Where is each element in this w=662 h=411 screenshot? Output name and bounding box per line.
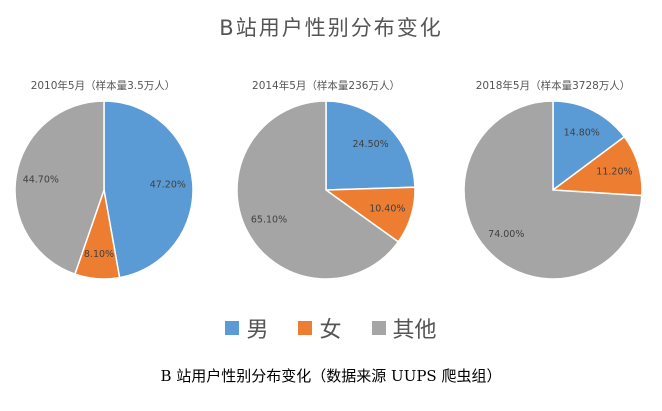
pie-slice-2010-other [14,100,105,276]
legend-item-female: 女 [298,312,342,344]
legend-label-other: 其他 [392,318,437,343]
pie-slice-2018-male [552,100,626,192]
pie-charts: 47.20% 8.10% 44.70% 24.50% 10.40% 65.10% 14.80… [14,100,643,280]
legend: 男 女 其他 [0,312,662,344]
legend-label-female: 女 [319,318,342,343]
figure-caption: B 站用户性别分布变化（数据来源 UUPS 爬虫组） [160,367,502,385]
legend-item-other: 其他 [371,312,437,344]
data-label-2014-male: 24.50% [352,139,388,150]
data-label-2018-female: 11.20% [596,167,632,178]
data-label-2010-female: 8.10% [84,249,114,260]
data-label-2018-other: 74.00% [488,229,524,240]
pie-slice-2014-other [236,100,400,280]
pie-title-2014: 2014年5月（样本量236万人） [252,80,400,92]
pie-slice-2014-male [325,100,416,191]
legend-swatch-female [298,321,313,335]
legend-item-male: 男 [225,312,268,344]
pie-slice-2018-other [463,100,643,280]
pie-title-2018: 2018年5月（样本量3728万人） [475,80,631,92]
legend-label-male: 男 [246,318,269,343]
chart-title: B站用户性别分布变化 [219,16,443,40]
legend-swatch-male [225,321,240,335]
pie-slice-2010-male [103,100,194,279]
legend-swatch-other [371,321,386,335]
pie-title-2010: 2010年5月（样本量3.5万人） [30,80,176,92]
data-label-2018-male: 14.80% [564,128,600,139]
data-label-2014-other: 65.10% [251,214,287,225]
data-label-2010-male: 47.20% [150,179,186,190]
data-label-2010-other: 44.70% [23,174,59,185]
data-label-2014-female: 10.40% [369,204,405,215]
